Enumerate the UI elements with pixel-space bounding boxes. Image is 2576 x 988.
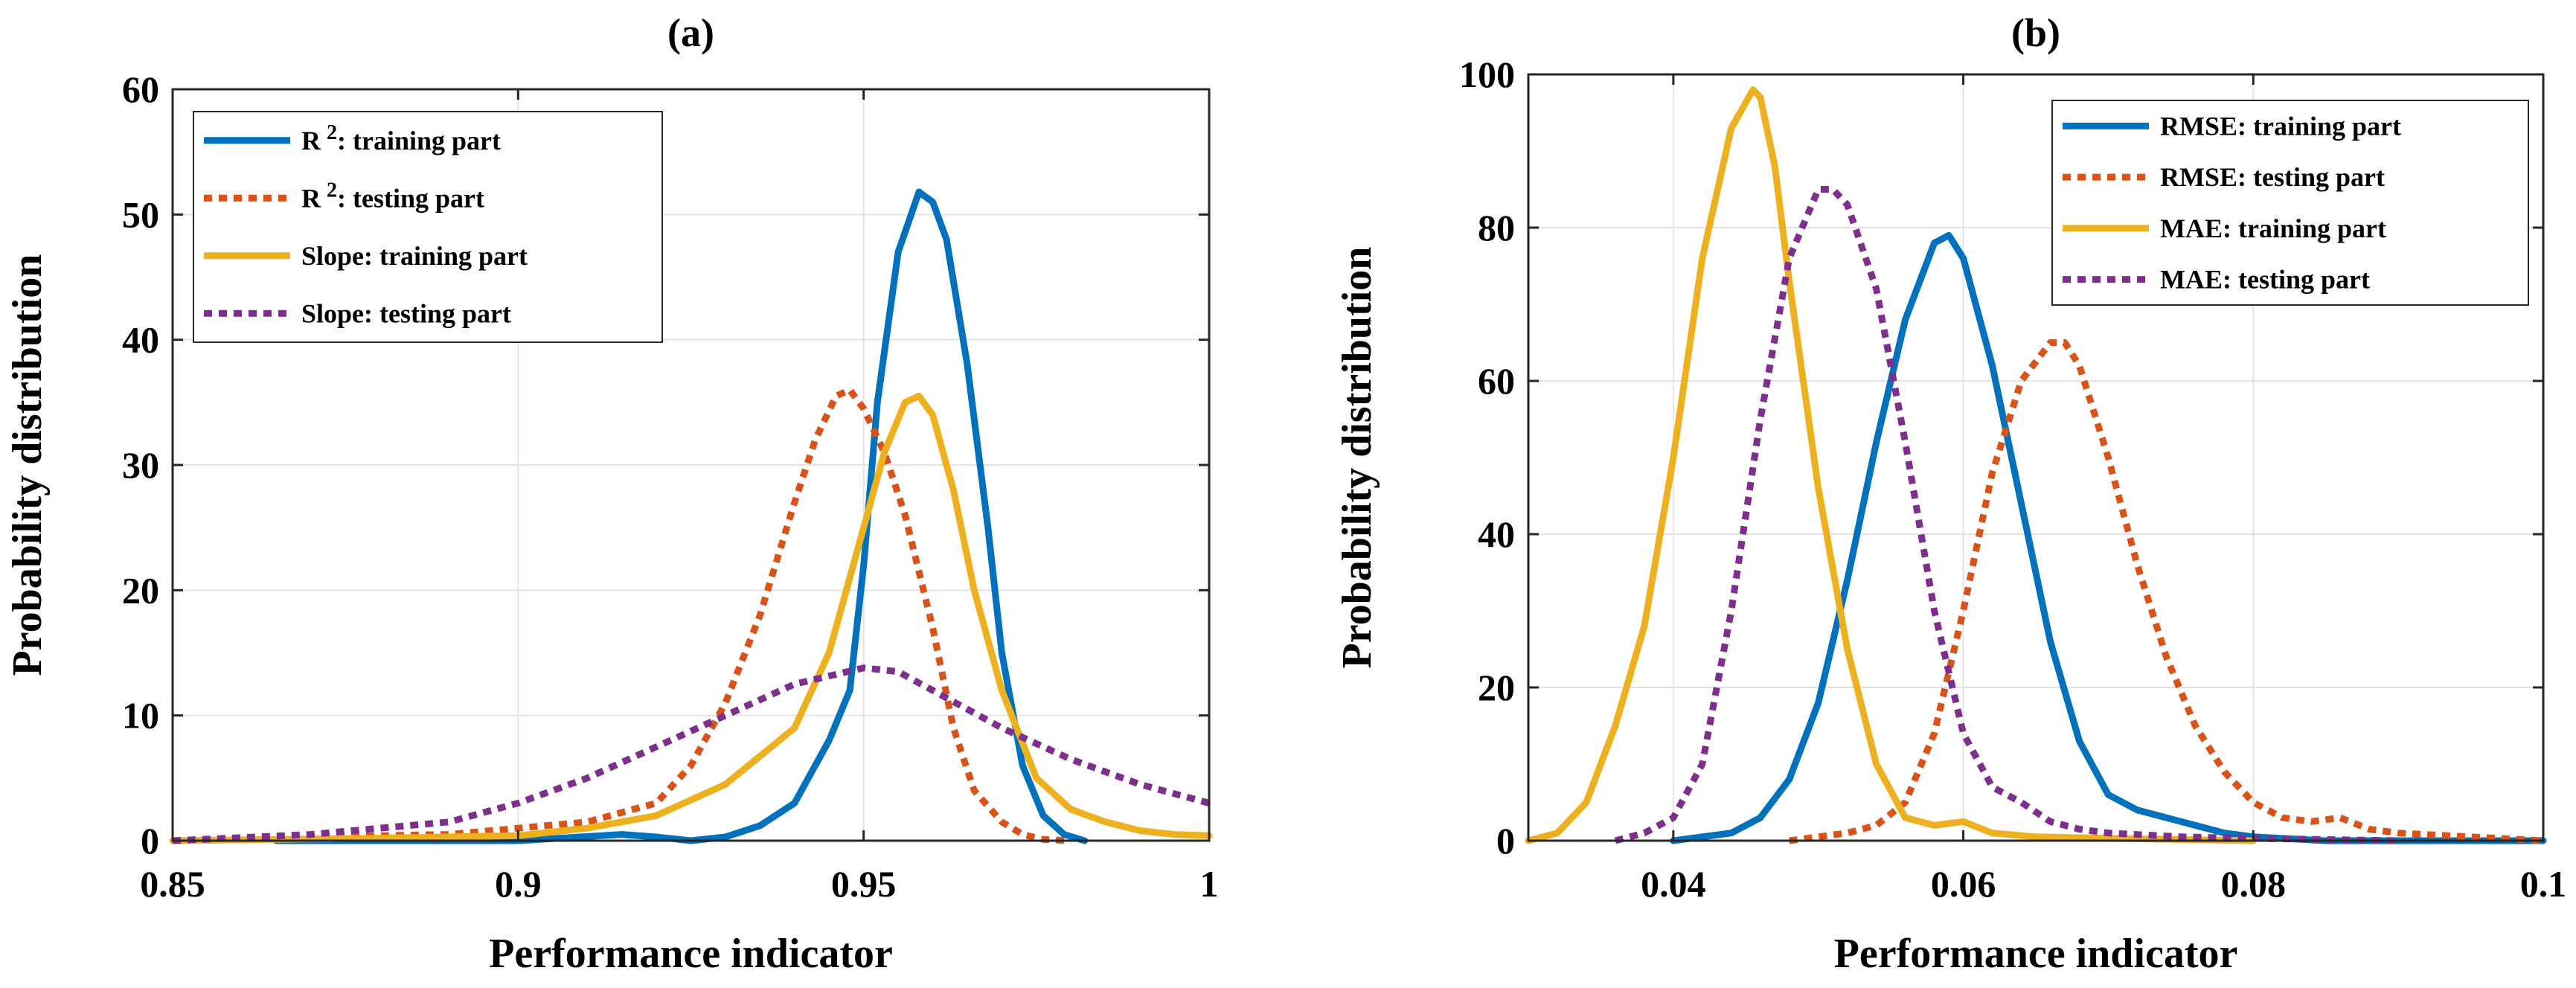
y-axis-label: Probability distribution — [1334, 247, 1380, 669]
y-axis-label: Probability distribution — [4, 254, 51, 676]
y-tick-label: 50 — [122, 193, 159, 235]
legend-label: RMSE: testing part — [2160, 162, 2385, 192]
y-tick-label: 20 — [1478, 667, 1515, 708]
legend-box — [2051, 100, 2529, 306]
series-line-a-3 — [169, 392, 1213, 844]
x-tick-label: 0.9 — [495, 863, 542, 905]
legend-label: Slope: testing part — [301, 298, 511, 328]
x-tick-label: 0.06 — [1931, 863, 1996, 905]
legend-label: R 2: testing part — [301, 179, 484, 213]
y-tick-label: 0 — [141, 820, 159, 862]
series-line-b-4 — [1614, 186, 2399, 844]
y-tick-label: 20 — [122, 569, 159, 611]
chart-title: (a) — [667, 10, 714, 55]
y-tick-label: 40 — [1478, 513, 1515, 555]
legend-box — [193, 111, 663, 343]
x-tick-label: 0.95 — [831, 863, 897, 905]
legend: RMSE: training part RMSE: testing part MAE… — [2051, 100, 2529, 306]
legend-label: Slope: training part — [301, 241, 528, 271]
series-line-a-2 — [172, 386, 1071, 844]
chart-a: 0.85 0.9 0.95 10102030405060(a)Performance … — [4, 10, 1219, 977]
legend-label-main: R — [301, 126, 321, 155]
x-axis-label: Performance indicator — [489, 931, 893, 977]
y-tick-label: 30 — [122, 444, 159, 486]
legend-label: R 2: training part — [301, 121, 501, 155]
y-tick-label: 80 — [1478, 207, 1515, 248]
legend-label-superscript: 2 — [327, 179, 337, 202]
legend-label-main: R — [301, 183, 321, 213]
y-tick-label: 40 — [122, 319, 159, 361]
chart-b: 0.04 0.06 0.08 0.1 0 20 40 60 80 100 (b) Performanc… — [1334, 10, 2566, 977]
y-tick-label: 0 — [1496, 820, 1515, 862]
legend-label-main: MAE: training part — [2160, 214, 2386, 243]
y-tick-label: 60 — [122, 68, 159, 110]
legend-label-main: Slope: testing part — [301, 298, 511, 328]
x-axis-label: Performance indicator — [1834, 931, 2238, 977]
x-tick-label: 1 — [1200, 863, 1219, 905]
axes-box — [1527, 73, 2545, 842]
x-tick-label: 0.04 — [1641, 863, 1706, 905]
legend-label-rest: : training part — [337, 126, 501, 155]
legend-label: MAE: training part — [2160, 214, 2386, 243]
series-line-a-1 — [272, 188, 1089, 844]
series-line-b-2 — [1789, 339, 2544, 844]
y-tick-label: 60 — [1478, 360, 1515, 402]
legend-label-main: Slope: training part — [301, 241, 528, 271]
series-line-a-4 — [172, 664, 1211, 844]
legend-label: MAE: testing part — [2160, 265, 2370, 295]
legend-label-superscript: 2 — [327, 121, 337, 144]
legend-label-main: MAE: testing part — [2160, 265, 2370, 295]
x-tick-label: 0.08 — [2221, 863, 2287, 905]
legend-label: RMSE: training part — [2160, 111, 2401, 141]
x-tick-label: 0.85 — [140, 863, 205, 905]
legend-label-main: RMSE: training part — [2160, 111, 2401, 141]
series-line-b-3 — [1525, 86, 2257, 844]
chart-title: (b) — [2011, 10, 2060, 55]
y-tick-label: 100 — [1459, 54, 1515, 95]
legend-label-main: RMSE: testing part — [2160, 162, 2385, 192]
legend-label-rest: : testing part — [337, 183, 484, 213]
y-tick-label: 10 — [122, 695, 159, 737]
x-tick-label: 0.1 — [2520, 863, 2567, 905]
